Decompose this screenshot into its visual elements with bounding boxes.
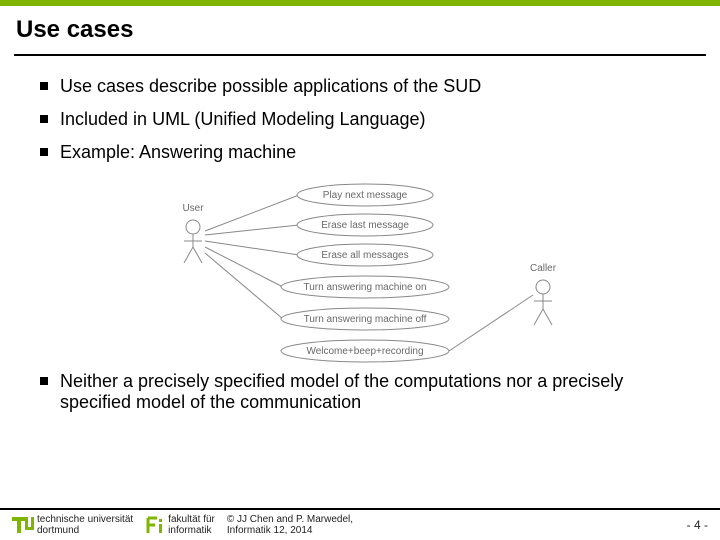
bullet-item: Example: Answering machine: [40, 142, 690, 163]
fi-logo-mark: [145, 515, 165, 535]
tu-logo: technische universität dortmund: [12, 514, 133, 536]
bullet-list-top: Use cases describe possible applications…: [40, 76, 690, 163]
content-area: Use cases describe possible applications…: [0, 56, 720, 413]
copyright-line1: © JJ Chen and P. Marwedel,: [227, 514, 353, 525]
copyright: © JJ Chen and P. Marwedel, Informatik 12…: [227, 514, 353, 536]
title-area: Use cases: [0, 6, 720, 48]
slide-title: Use cases: [16, 16, 704, 44]
svg-text:Caller: Caller: [530, 263, 557, 274]
bullet-item: Use cases describe possible applications…: [40, 76, 690, 97]
page-number: - 4 -: [687, 518, 708, 532]
fi-block: fakultät für informatik: [145, 514, 215, 536]
uni-name: technische universität dortmund: [37, 514, 133, 536]
uni-line1: technische universität: [37, 514, 133, 525]
use-case-diagram: Play next message Erase last message Erase…: [155, 175, 575, 365]
bullet-item: Neither a precisely specified model of t…: [40, 371, 690, 413]
svg-text:User: User: [182, 203, 204, 214]
svg-text:Erase last message: Erase last message: [321, 220, 409, 231]
svg-text:Turn answering machine off: Turn answering machine off: [304, 314, 427, 325]
bullet-item: Included in UML (Unified Modeling Langua…: [40, 109, 690, 130]
svg-text:Play next message: Play next message: [323, 190, 408, 201]
fi-line2: informatik: [168, 525, 215, 536]
svg-text:Turn answering machine on: Turn answering machine on: [303, 282, 426, 293]
copyright-line2: Informatik 12, 2014: [227, 525, 353, 536]
uni-line2: dortmund: [37, 525, 133, 536]
bullet-list-bottom: Neither a precisely specified model of t…: [40, 371, 690, 413]
svg-text:Welcome+beep+recording: Welcome+beep+recording: [306, 346, 423, 357]
footer: technische universität dortmund fakultät…: [0, 508, 720, 540]
fi-label: fakultät für informatik: [168, 514, 215, 536]
fi-line1: fakultät für: [168, 514, 215, 525]
tu-logo-mark: [12, 515, 34, 535]
svg-text:Erase all messages: Erase all messages: [321, 250, 408, 261]
